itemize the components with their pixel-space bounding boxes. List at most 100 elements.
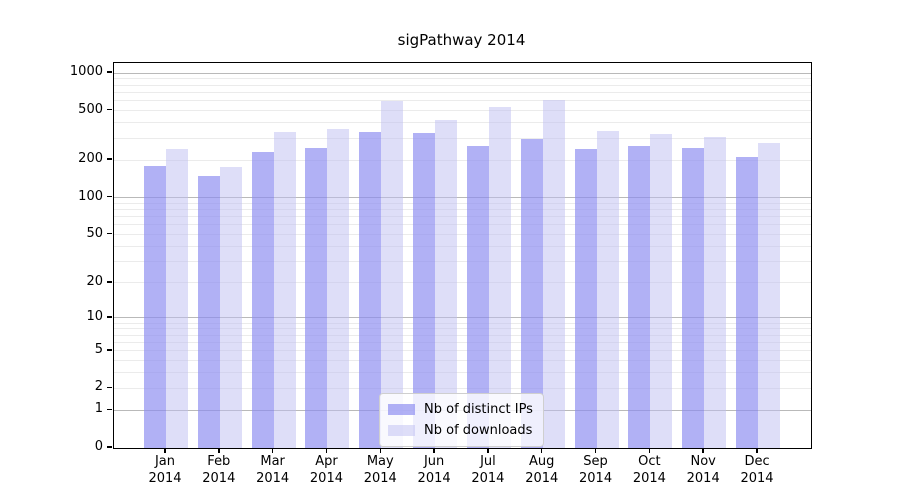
bar-jan-nb-of-downloads — [166, 149, 188, 448]
x-axis-tick — [487, 448, 489, 453]
y-axis-tick-label: 5 — [94, 341, 103, 357]
gridline — [114, 328, 811, 330]
legend-item: Nb of distinct IPs — [388, 399, 533, 420]
x-axis-tick — [379, 448, 382, 453]
legend-swatch — [388, 404, 415, 415]
x-axis-label-mar: Mar 2014 — [256, 454, 290, 486]
legend-item: Nb of downloads — [388, 420, 533, 441]
x-axis-label-aug: Aug 2014 — [525, 454, 559, 486]
bar-sep-nb-of-downloads — [596, 130, 619, 448]
gridline — [114, 78, 811, 80]
bar-oct-nb-of-distinct-ips — [628, 145, 651, 448]
y-axis-tick — [106, 195, 112, 198]
gridline — [114, 84, 811, 86]
bar-jan-nb-of-distinct-ips — [144, 165, 166, 448]
y-axis-tick-label: 500 — [78, 101, 103, 117]
y-axis-tick — [106, 158, 112, 160]
gridline — [114, 387, 811, 389]
bar-dec-nb-of-distinct-ips — [736, 156, 759, 448]
legend-label: Nb of downloads — [424, 423, 533, 438]
x-axis-label-dec: Dec 2014 — [740, 454, 774, 486]
bar-jun-nb-of-distinct-ips — [413, 133, 436, 448]
bar-apr-nb-of-downloads — [327, 128, 350, 448]
x-axis-tick — [594, 448, 597, 453]
legend: Nb of distinct IPs Nb of downloads — [379, 393, 544, 447]
y-axis-tick — [106, 316, 112, 318]
y-axis-tick — [106, 408, 112, 411]
x-axis-label-jan: Jan 2014 — [148, 454, 182, 486]
y-axis-tick — [106, 281, 112, 283]
y-axis-tick-label: 1000 — [69, 64, 103, 80]
x-axis-tick — [540, 448, 543, 453]
gridline — [114, 72, 811, 74]
gridline — [114, 224, 811, 226]
x-axis-tick — [648, 448, 651, 453]
bar-feb-nb-of-distinct-ips — [197, 175, 220, 448]
x-axis-label-oct: Oct 2014 — [632, 454, 666, 486]
bar-apr-nb-of-distinct-ips — [305, 147, 328, 448]
bar-aug-nb-of-downloads — [542, 99, 565, 448]
gridline — [114, 216, 811, 218]
x-axis-tick — [433, 448, 435, 453]
y-axis-tick-label: 2 — [94, 379, 103, 395]
bar-may-nb-of-downloads — [381, 100, 404, 448]
plot-area — [113, 62, 812, 449]
bar-dec-nb-of-downloads — [758, 142, 781, 448]
gridline — [114, 91, 811, 93]
y-axis-tick — [106, 71, 112, 73]
bar-aug-nb-of-distinct-ips — [520, 138, 543, 448]
gridline — [114, 350, 811, 352]
x-axis-tick — [756, 448, 758, 453]
bar-sep-nb-of-distinct-ips — [574, 148, 597, 448]
legend-label: Nb of distinct IPs — [424, 402, 533, 417]
bar-nov-nb-of-downloads — [704, 136, 727, 448]
gridline — [114, 261, 811, 263]
bar-jul-nb-of-downloads — [488, 107, 511, 448]
gridline — [114, 110, 811, 112]
gridline — [114, 372, 811, 374]
gridline — [114, 322, 811, 324]
y-axis-tick-label: 1 — [94, 401, 103, 417]
y-axis-tick-label: 100 — [78, 188, 103, 204]
bar-mar-nb-of-distinct-ips — [251, 151, 274, 448]
gridline — [114, 282, 811, 284]
gridline — [114, 341, 811, 343]
y-axis-tick — [106, 232, 112, 235]
x-axis-label-apr: Apr 2014 — [309, 454, 343, 486]
bar-oct-nb-of-downloads — [650, 133, 673, 448]
bar-jul-nb-of-distinct-ips — [466, 146, 489, 448]
x-axis-tick — [325, 448, 328, 453]
gridline — [114, 197, 811, 199]
gridline — [114, 246, 811, 247]
y-axis-tick — [106, 446, 112, 448]
gridline — [114, 209, 811, 211]
y-axis-tick-label: 200 — [78, 151, 103, 167]
gridline — [114, 202, 811, 204]
gridline — [114, 317, 811, 319]
bar-nov-nb-of-distinct-ips — [682, 147, 705, 448]
bar-jun-nb-of-downloads — [435, 120, 458, 448]
x-axis-tick — [218, 448, 220, 453]
x-axis-tick — [164, 448, 166, 453]
y-axis-tick-label: 10 — [86, 308, 103, 324]
bar-mar-nb-of-downloads — [273, 131, 296, 448]
y-axis-tick-label: 0 — [94, 439, 103, 454]
legend-swatch — [388, 425, 415, 436]
gridline — [114, 100, 811, 102]
gridline — [114, 122, 811, 124]
gridline — [114, 360, 811, 362]
x-axis-label-jun: Jun 2014 — [417, 454, 451, 486]
y-axis-tick — [106, 386, 112, 389]
x-axis-label-sep: Sep 2014 — [579, 454, 613, 486]
bar-may-nb-of-distinct-ips — [359, 132, 382, 448]
bar-feb-nb-of-downloads — [219, 166, 242, 448]
x-axis-label-may: May 2014 — [363, 454, 397, 486]
gridline — [114, 137, 811, 139]
x-axis-label-feb: Feb 2014 — [202, 454, 236, 486]
gridline — [114, 234, 811, 236]
gridline — [114, 159, 811, 161]
gridline — [114, 334, 811, 336]
x-axis-tick — [271, 448, 274, 453]
y-axis-tick-label: 50 — [86, 225, 103, 241]
